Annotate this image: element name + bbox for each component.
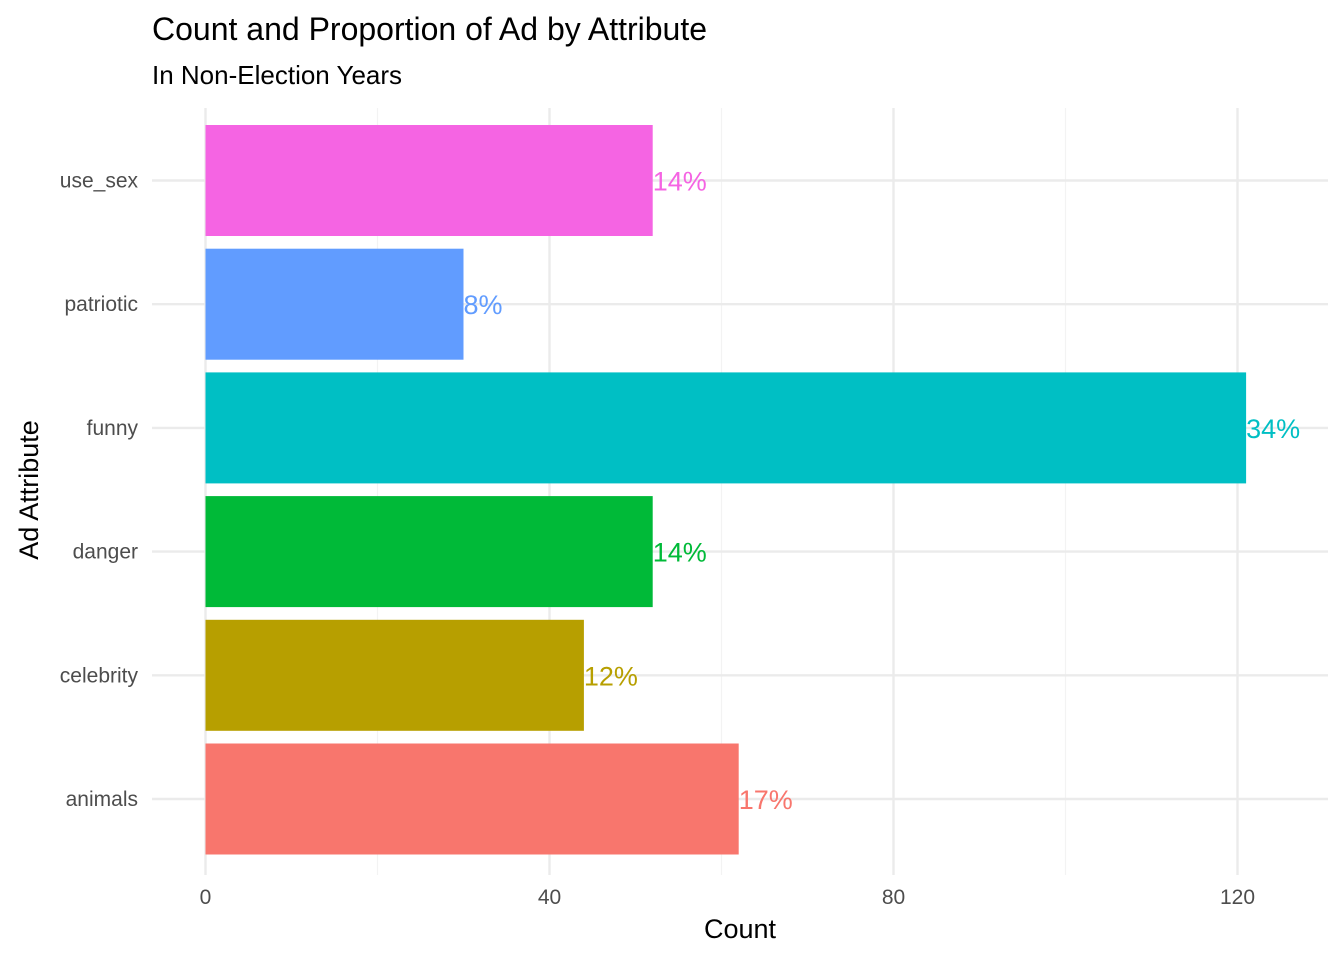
bars xyxy=(205,125,1247,855)
data-label-patriotic: 8% xyxy=(464,290,503,320)
bar-animals xyxy=(205,743,739,855)
data-label-celebrity: 12% xyxy=(584,661,638,691)
y-tick-label: danger xyxy=(73,541,138,564)
data-label-funny: 34% xyxy=(1246,414,1300,444)
chart-title: Count and Proportion of Ad by Attribute xyxy=(152,11,707,47)
x-tick-label: 0 xyxy=(200,886,212,909)
y-tick-label: use_sex xyxy=(60,170,139,193)
data-label-danger: 14% xyxy=(653,538,707,568)
y-tick-label: animals xyxy=(66,788,138,811)
x-tick-label: 40 xyxy=(538,886,561,909)
x-axis-title: Count xyxy=(704,914,777,944)
y-tick-label: celebrity xyxy=(60,664,139,687)
bar-use_sex xyxy=(205,125,653,236)
y-axis-title: Ad Attribute xyxy=(14,420,44,560)
y-tick-label: patriotic xyxy=(64,293,138,316)
data-label-use_sex: 14% xyxy=(653,167,707,197)
data-label-animals: 17% xyxy=(739,785,793,815)
ticks: 0 40 80 120 animals celebrity danger funny patri… xyxy=(60,170,1255,910)
data-labels: 17% 12% 14% 34% 8% 14% xyxy=(464,167,1301,816)
x-tick-label: 80 xyxy=(882,886,905,909)
bar-patriotic xyxy=(205,248,464,360)
bar-danger xyxy=(205,496,653,608)
bar-celebrity xyxy=(205,619,584,731)
bar-funny xyxy=(205,372,1247,484)
chart-subtitle: In Non-Election Years xyxy=(152,60,402,90)
x-tick-label: 120 xyxy=(1220,886,1255,909)
y-tick-label: funny xyxy=(87,417,139,440)
